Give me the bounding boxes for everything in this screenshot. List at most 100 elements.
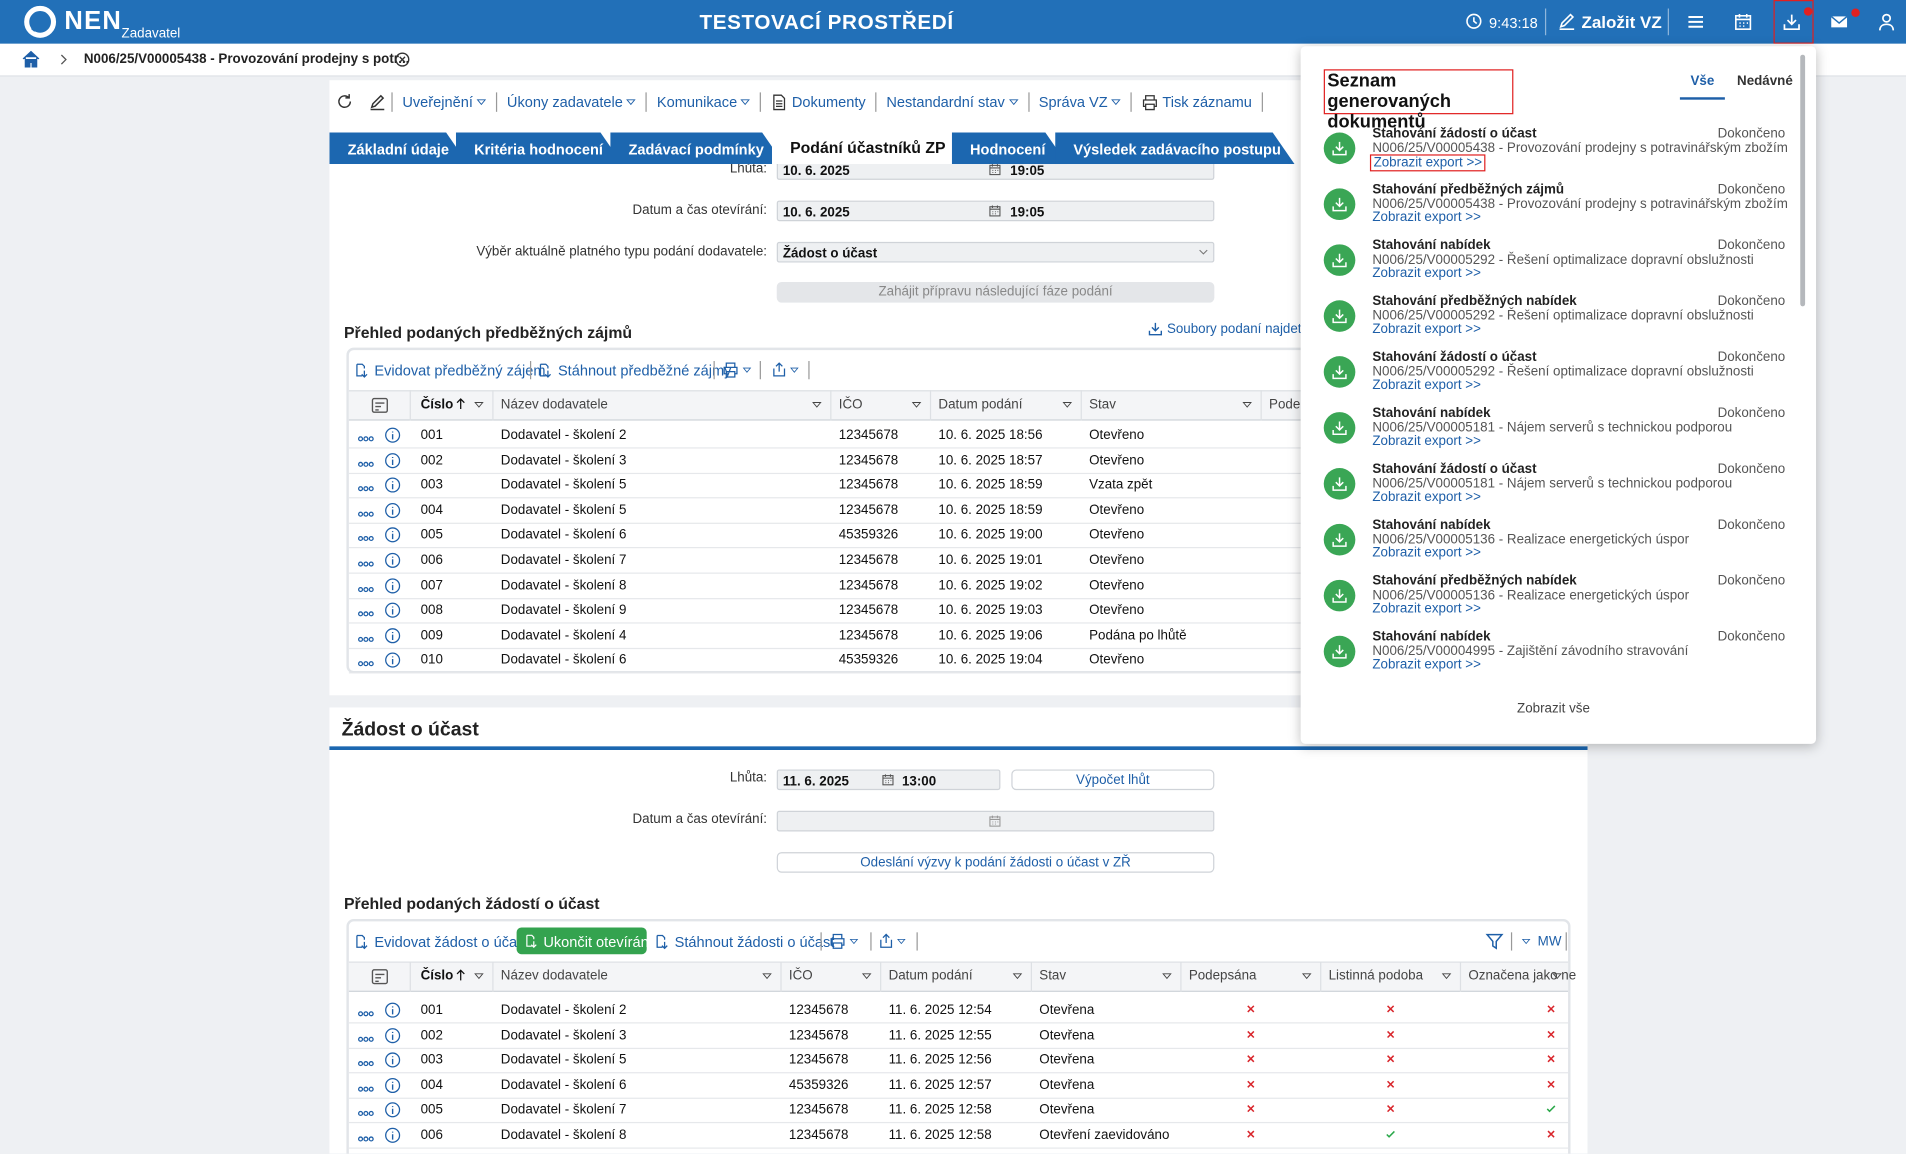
- toolbar-item[interactable]: Úkony zadavatele: [506, 93, 623, 111]
- toolbar-item[interactable]: Tisk záznamu: [1162, 93, 1252, 111]
- status-icon: [1323, 300, 1356, 332]
- download-icon: [1332, 365, 1347, 380]
- check-icon: [1546, 1105, 1556, 1113]
- tab[interactable]: Podání účastníků ZP: [772, 132, 964, 164]
- files-link[interactable]: Soubory podaní najdete: [1166, 322, 1309, 337]
- row-detail: [385, 502, 401, 518]
- panel-tab[interactable]: Vše: [1690, 74, 1715, 89]
- show-all-link[interactable]: Zobrazit vše: [1517, 701, 1590, 716]
- select-caret: [1199, 249, 1208, 255]
- view-selector[interactable]: MW: [1537, 934, 1562, 950]
- row-menu: [358, 661, 374, 667]
- date-input: [776, 810, 1215, 832]
- toolbar-item[interactable]: Nestandardní stav: [886, 93, 1005, 111]
- notification-dot: [1851, 8, 1860, 18]
- row-detail: [385, 1127, 401, 1143]
- tab[interactable]: Zadávací podmínky: [610, 132, 784, 164]
- table-cell: Dodavatel - školení 5: [500, 502, 627, 518]
- section-underline: [329, 746, 1588, 751]
- item-link[interactable]: Zobrazit export >>: [1372, 433, 1481, 449]
- next-phase-button[interactable]: Zahájit přípravu následující fáze podání: [776, 282, 1215, 303]
- item-description: N006/25/V00005181 - Nájem serverů s tech…: [1372, 420, 1733, 436]
- table-cell: 12345678: [788, 1002, 849, 1018]
- column-header[interactable]: Podepsána: [1188, 968, 1257, 984]
- tab[interactable]: Základní údaje: [329, 132, 468, 164]
- logo-icon: [24, 5, 57, 38]
- column-filter: [762, 973, 772, 980]
- item-link[interactable]: Zobrazit export >>: [1372, 322, 1481, 337]
- column-header[interactable]: Stav: [1039, 968, 1067, 984]
- item-link[interactable]: Zobrazit export >>: [1372, 378, 1481, 393]
- column-border: [409, 390, 411, 421]
- table-cell: 10. 6. 2025 19:06: [938, 628, 1043, 643]
- row-detail: [385, 1002, 401, 1018]
- column-header[interactable]: Číslo: [420, 968, 454, 984]
- table-action[interactable]: Evidovat předběžný zájem: [374, 362, 546, 380]
- table-action[interactable]: Stáhnout předběžné zájmy: [557, 362, 732, 380]
- item-link[interactable]: Zobrazit export >>: [1372, 657, 1481, 673]
- panel-title: Seznam generovaných dokumentů: [1323, 69, 1514, 132]
- column-filter: [1552, 973, 1562, 980]
- table-cell: 11. 6. 2025 12:56: [888, 1052, 992, 1068]
- table-cell: Otevřena: [1039, 1077, 1095, 1093]
- tab[interactable]: Hodnocení: [952, 132, 1067, 164]
- table-cell: Otevřeno: [1089, 578, 1145, 593]
- row-menu: [358, 1036, 374, 1042]
- row-menu: [358, 1061, 374, 1067]
- finish-label[interactable]: Ukončit otevírání: [543, 933, 653, 951]
- item-link[interactable]: Zobrazit export >>: [1372, 601, 1481, 617]
- table-cell: 12345678: [838, 427, 899, 443]
- column-header[interactable]: Pode: [1269, 397, 1301, 413]
- column-header[interactable]: Označena jako ne: [1468, 968, 1577, 984]
- column-header[interactable]: Datum podání: [888, 968, 973, 984]
- column-header[interactable]: Datum podání: [938, 397, 1023, 413]
- toolbar-item[interactable]: Dokumenty: [791, 93, 866, 111]
- column-header[interactable]: Listinná podoba: [1328, 968, 1424, 984]
- item-link[interactable]: Zobrazit export >>: [1369, 154, 1486, 172]
- toolbar-separator: [1130, 92, 1133, 112]
- table-cell: 10. 6. 2025 19:01: [938, 553, 1043, 568]
- date-value: 10. 6. 2025: [782, 164, 850, 179]
- row-detail: [385, 627, 401, 644]
- send-button[interactable]: Odeslání výzvy k podání žádosti o účast …: [776, 852, 1215, 873]
- item-status: Dokončeno: [1717, 629, 1786, 645]
- finish-button: Ukončit otevírání: [516, 927, 653, 955]
- table-cell: 10. 6. 2025 18:57: [938, 452, 1043, 468]
- column-header[interactable]: IČO: [838, 397, 863, 413]
- table-cell: 004: [420, 502, 443, 518]
- item-link[interactable]: Zobrazit export >>: [1372, 489, 1481, 505]
- calc-button[interactable]: Výpočet lhůt: [1011, 769, 1215, 791]
- table-cell: 45359326: [838, 653, 899, 668]
- column-filter: [1062, 402, 1073, 408]
- row-detail: [385, 452, 401, 468]
- column-header[interactable]: Název dodavatele: [500, 968, 608, 984]
- item-description: N006/25/V00005292 - Řešení optimalizace …: [1372, 308, 1754, 324]
- toolbar-item[interactable]: Uveřejnění: [402, 93, 473, 111]
- caret: [790, 367, 799, 373]
- tab[interactable]: Výsledek zadávacího postupu: [1055, 132, 1294, 164]
- item-status: Dokončeno: [1717, 573, 1786, 589]
- toolbar-item[interactable]: Komunikace: [656, 93, 738, 111]
- item-title: Stahování předběžných zájmů: [1372, 182, 1565, 197]
- table-cell: Otevřeno: [1089, 427, 1145, 443]
- item-link[interactable]: Zobrazit export >>: [1372, 210, 1481, 225]
- toolbar-item[interactable]: Správa VZ: [1038, 93, 1108, 111]
- row-detail: [385, 1077, 401, 1093]
- tab[interactable]: Kritéria hodnocení: [456, 132, 623, 164]
- breadcrumb-item[interactable]: N006/25/V00005438 - Provozování prodejny…: [83, 52, 410, 67]
- create-button[interactable]: Založit VZ: [1581, 12, 1662, 32]
- column-header[interactable]: IČO: [788, 968, 813, 984]
- panel-tab[interactable]: Nedávné: [1737, 74, 1793, 89]
- check-icon: [1386, 1130, 1395, 1138]
- column-header[interactable]: Stav: [1089, 397, 1116, 413]
- column-header[interactable]: Název dodavatele: [500, 397, 608, 413]
- table-action[interactable]: Evidovat žádost o účast: [374, 933, 529, 951]
- column-filter: [1012, 973, 1023, 980]
- column-header[interactable]: Číslo: [420, 397, 454, 413]
- table-action[interactable]: Stáhnout žádosti o účast: [674, 933, 835, 951]
- item-link[interactable]: Zobrazit export >>: [1372, 545, 1481, 561]
- table-cell: 008: [420, 603, 443, 618]
- table-cell: 006: [420, 553, 443, 568]
- item-link[interactable]: Zobrazit export >>: [1372, 266, 1481, 281]
- item-status: Dokončeno: [1717, 294, 1786, 309]
